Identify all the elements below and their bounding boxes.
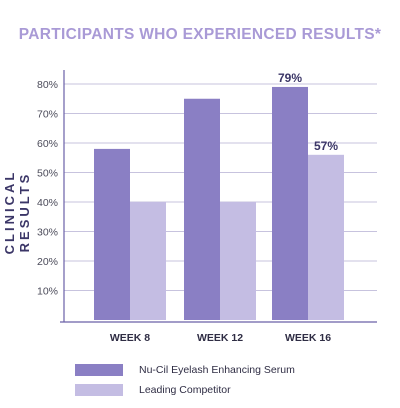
y-tick-label: 70% bbox=[37, 109, 58, 121]
legend-label-series-2: Leading Competitor bbox=[139, 384, 231, 396]
x-tick-label: WEEK 8 bbox=[110, 332, 150, 344]
y-tick-label: 80% bbox=[37, 79, 58, 91]
data-label: 57% bbox=[314, 139, 338, 153]
bar-series-1 bbox=[184, 98, 220, 320]
bar-series-2 bbox=[308, 154, 344, 320]
data-label: 79% bbox=[278, 71, 302, 85]
legend-label-series-1: Nu-Cil Eyelash Enhancing Serum bbox=[139, 364, 295, 376]
y-tick-label: 10% bbox=[37, 286, 58, 298]
x-tick-label: WEEK 12 bbox=[197, 332, 243, 344]
y-tick-label: 40% bbox=[37, 197, 58, 209]
bar-series-1 bbox=[94, 148, 130, 320]
legend-item-series-1: Nu-Cil Eyelash Enhancing Serum bbox=[75, 363, 295, 377]
y-tick-label: 30% bbox=[37, 227, 58, 239]
bar-series-2 bbox=[220, 202, 256, 320]
chart-title: PARTICIPANTS WHO EXPERIENCED RESULTS* bbox=[18, 26, 382, 43]
legend-swatch-series-2 bbox=[75, 384, 123, 396]
bar-series-2 bbox=[130, 202, 166, 320]
x-tick-label: WEEK 16 bbox=[285, 332, 331, 344]
y-tick-label: 20% bbox=[37, 256, 58, 268]
legend-swatch-series-1 bbox=[75, 364, 123, 376]
y-tick-label: 60% bbox=[37, 138, 58, 150]
y-tick-label: 50% bbox=[37, 168, 58, 180]
legend-item-series-2: Leading Competitor bbox=[75, 383, 231, 397]
bar-series-1 bbox=[272, 86, 308, 320]
